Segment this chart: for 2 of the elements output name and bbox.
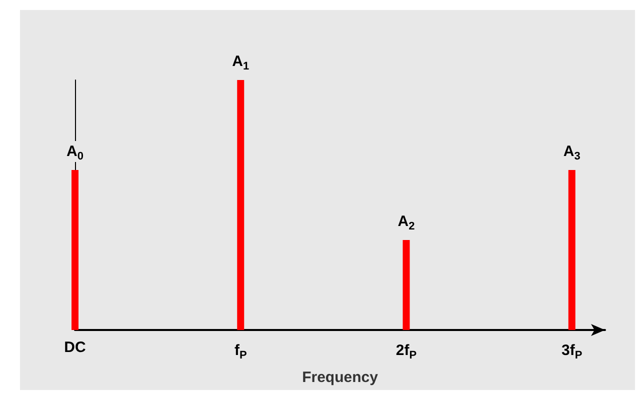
x-axis-title: Frequency <box>302 369 379 386</box>
x-tick-label: DC <box>64 339 86 356</box>
